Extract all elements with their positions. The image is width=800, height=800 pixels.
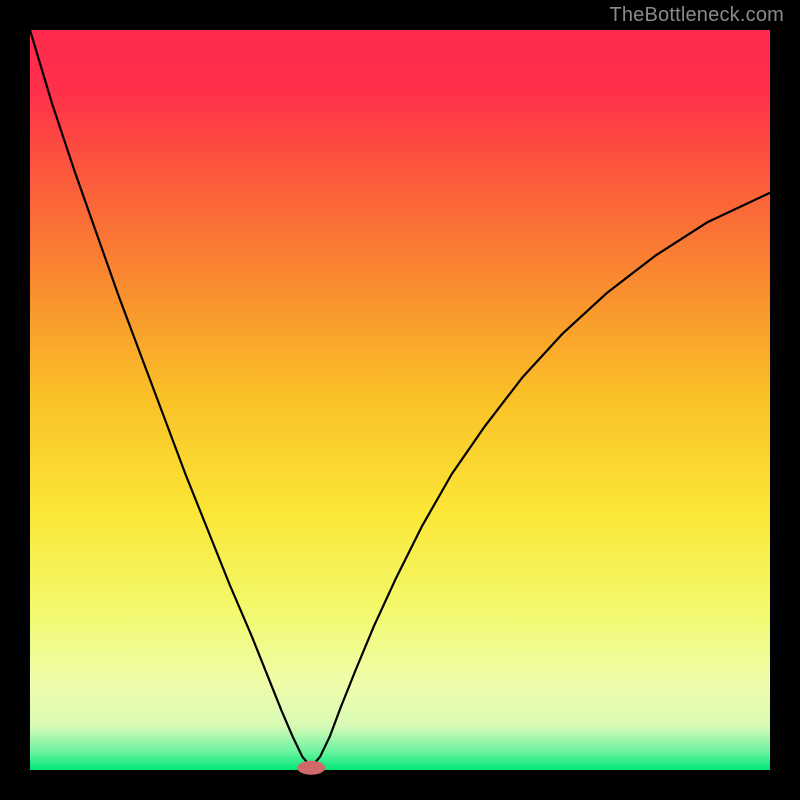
- plot-background: [30, 30, 770, 770]
- watermark: TheBottleneck.com: [609, 4, 784, 27]
- chart-container: TheBottleneck.com: [0, 0, 800, 800]
- bottleneck-chart: [0, 0, 800, 800]
- minimum-marker: [297, 761, 325, 775]
